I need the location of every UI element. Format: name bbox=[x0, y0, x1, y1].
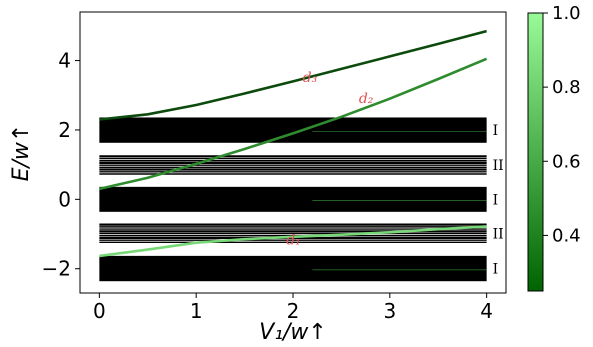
annotation-layer: d₃ d₂ d₁ bbox=[286, 70, 374, 248]
colorbar-tick-label: 0.6 bbox=[552, 151, 581, 172]
y-tick-label: 0 bbox=[58, 187, 71, 211]
series-annotation-1: d₃ bbox=[303, 70, 318, 86]
y-tick-label: 4 bbox=[58, 49, 71, 73]
x-tick-label: 3 bbox=[383, 299, 396, 323]
series-annotation-3: d₁ bbox=[286, 232, 301, 248]
colorbar-tick-label: 0.4 bbox=[552, 225, 581, 246]
band-fill bbox=[99, 117, 487, 143]
series-annotation-2: d₂ bbox=[359, 91, 374, 107]
x-tick-label: 1 bbox=[190, 299, 203, 323]
band-fill bbox=[99, 255, 487, 282]
band-label-5: I bbox=[493, 262, 499, 278]
bands-layer bbox=[99, 117, 487, 282]
x-tick-label: 0 bbox=[93, 299, 106, 323]
colorbar bbox=[527, 12, 544, 292]
band-label-1: I bbox=[493, 123, 499, 139]
series-line-2 bbox=[99, 57, 488, 191]
band-5 bbox=[99, 255, 487, 282]
x-axis-label: V₁/w↑ bbox=[259, 320, 327, 345]
band-label-2: II bbox=[493, 158, 504, 174]
band-label-4: II bbox=[493, 227, 504, 243]
y-tick-label: −2 bbox=[42, 257, 71, 281]
y-axis-label: E/w↑ bbox=[9, 124, 34, 182]
band-3 bbox=[99, 186, 487, 212]
x-tick-label: 4 bbox=[480, 299, 493, 323]
band-1 bbox=[99, 117, 487, 143]
series-layer bbox=[99, 29, 488, 258]
x-axis: 0 1 2 3 4 bbox=[93, 293, 493, 323]
band-fill bbox=[99, 186, 487, 212]
x-tick-label: 2 bbox=[287, 299, 300, 323]
colorbar-tick-label: 0.8 bbox=[552, 77, 581, 98]
band-label-3: I bbox=[493, 192, 499, 208]
colorbar-ticks: 0.4 0.6 0.8 1.0 bbox=[543, 3, 581, 246]
series-line-1 bbox=[99, 29, 487, 121]
colorbar-tick-label: 1.0 bbox=[552, 3, 581, 24]
y-tick-label: 2 bbox=[58, 118, 71, 142]
series-line-3 bbox=[99, 225, 487, 258]
band-2 bbox=[99, 155, 487, 175]
y-axis: −2 0 2 4 bbox=[42, 49, 80, 281]
